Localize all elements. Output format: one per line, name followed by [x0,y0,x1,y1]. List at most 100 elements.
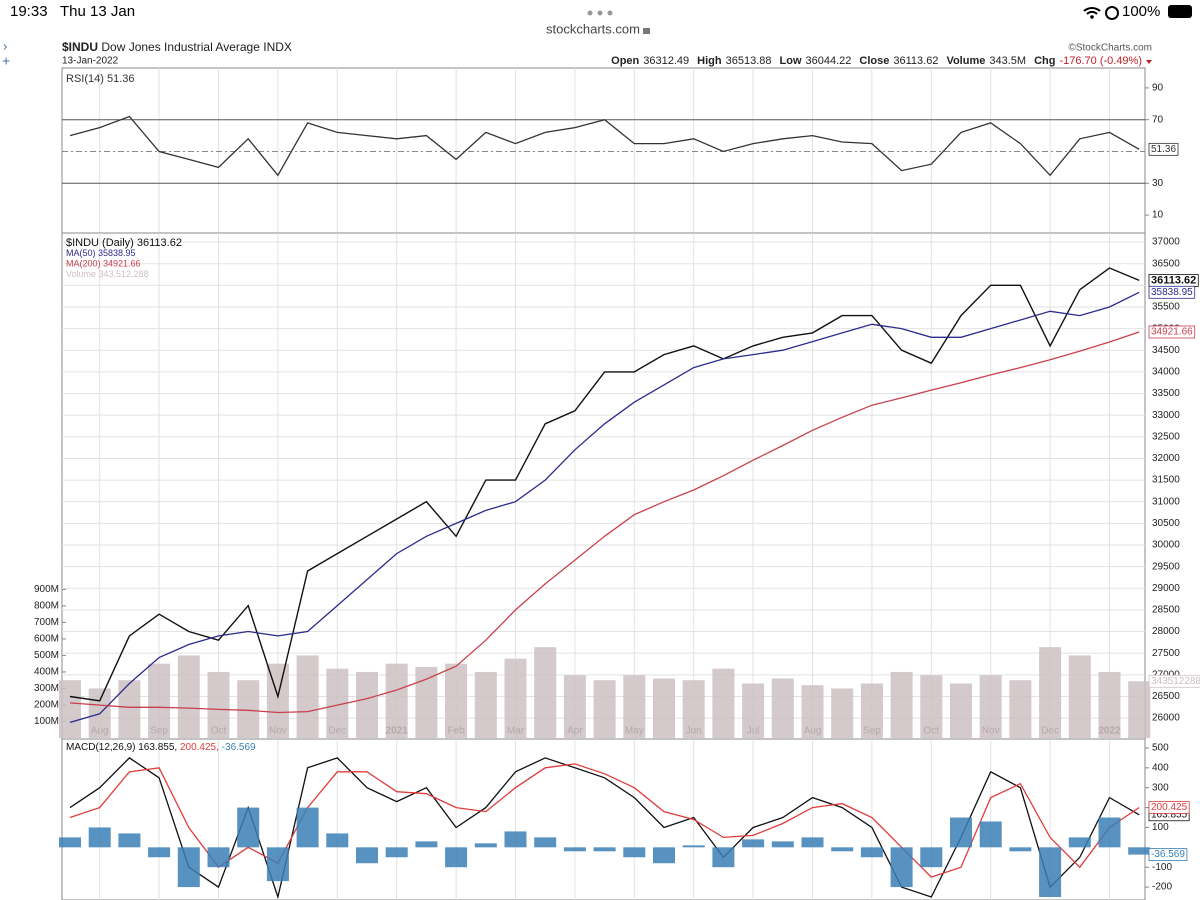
series-line [69,291,1140,724]
volume-bar [1128,681,1151,738]
histogram-bar [474,843,497,848]
volume-bar [326,668,349,738]
volume-bar [831,688,854,738]
histogram-bar [1009,847,1032,852]
y-tick-label: 500 [1152,743,1169,754]
last-value-box [1148,674,1200,688]
volume-bar [890,671,913,738]
collapse-icon[interactable]: › [3,38,7,53]
quote-label: Open [611,55,639,67]
volume-bar [653,678,675,738]
volume-bar [177,655,200,738]
volume-bar [860,683,883,738]
index-name: Dow Jones Industrial Average INDX [101,40,292,54]
volume-bar [207,671,230,738]
panel-frame [61,232,1146,740]
volume-bar [474,671,497,738]
volume-bar [1009,680,1032,738]
quote-label: Chg [1034,55,1055,67]
y-tick-label: -100 [1152,862,1172,873]
histogram-bar [445,847,468,868]
panel-frame [61,738,1146,900]
y-tick-label: 36500 [1152,258,1180,269]
histogram-bar [920,847,943,868]
volume-bar [1039,647,1062,738]
volume-bar [385,663,408,738]
histogram-bar [326,833,349,848]
add-icon[interactable]: + [2,53,10,69]
y-tick-label: 37000 [1152,237,1180,248]
y2-tick-label: 300M [34,683,59,694]
last-value-label: 343512288 [1151,676,1200,687]
last-value-label: 35838.95 [1151,287,1193,298]
histogram-bar [653,847,675,864]
url[interactable]: stockcharts.com [546,21,640,36]
legend-entry: MA(200) 34921.66 [66,258,141,268]
y-tick-label: 27500 [1152,648,1180,659]
y-tick-label: 32500 [1152,431,1180,442]
histogram-bar [623,847,646,858]
tab-dots[interactable] [587,10,613,16]
quote-value: 36312.49 [643,55,689,67]
panel-frame [61,67,1146,234]
y-tick-label: 34000 [1152,367,1180,378]
volume-bar [445,663,468,738]
volume-bar [266,663,289,738]
histogram-bar [1098,817,1121,848]
histogram-bar [415,841,438,848]
legend: MACD(12,26,9) 163.855, 200.425, -36.569 [66,742,256,753]
histogram-bar [801,837,824,848]
y-tick-label: 33500 [1152,388,1180,399]
battery-icon [1168,5,1192,18]
volume-bar [593,680,616,738]
volume-bar [118,680,141,738]
last-value-box [1148,801,1190,814]
wifi-icon [1083,7,1101,15]
histogram-bar [1039,847,1062,898]
histogram-bar [207,847,230,868]
y2-tick-label: 900M [34,584,59,595]
battery-level: 100% [1122,3,1160,20]
last-value-box [1148,285,1196,299]
last-value-box [1148,848,1188,861]
quote-value: 36513.88 [726,55,772,67]
histogram-bar [1068,837,1091,848]
histogram-bar [356,847,378,864]
volume-bar [356,671,378,738]
histogram-bar [712,847,735,868]
quote-value: 36113.62 [893,55,938,67]
y-tick-label: 33000 [1152,410,1180,421]
y-tick-label: 26500 [1152,691,1180,702]
volume-bar [712,668,735,738]
wifi-dot [1090,15,1094,19]
series-line [69,757,1140,900]
y-tick-label: 26000 [1152,713,1180,724]
legend-entry: 200.425, [180,742,219,753]
legend-entry: MA(50) 35838.95 [66,248,136,258]
y2-tick-label: 800M [34,601,59,612]
y-tick-label: 31000 [1152,496,1180,507]
y2-tick-label: 100M [34,716,59,727]
status-bar [0,0,1200,42]
histogram-bar [1128,847,1151,855]
copyright: ©StockCharts.com [1068,43,1152,54]
last-value-label: 200.425 [1151,802,1188,813]
y2-tick-label: 400M [34,667,59,678]
y-tick-label: 70 [1152,114,1164,125]
histogram-bar [88,827,111,848]
last-value-label: -36.569 [1151,849,1185,860]
y-tick-label: 28000 [1152,626,1180,637]
volume-bar [59,680,81,738]
histogram-bar [385,847,408,858]
series-line [69,331,1140,714]
lock-icon [643,28,650,34]
histogram-bar [950,817,972,848]
volume-bar [920,675,943,738]
last-value-label: 51.36 [1151,144,1176,155]
y2-tick-label: 600M [34,634,59,645]
quote-label: High [697,55,722,67]
series-line [69,115,1140,177]
date: Thu 13 Jan [60,3,135,20]
